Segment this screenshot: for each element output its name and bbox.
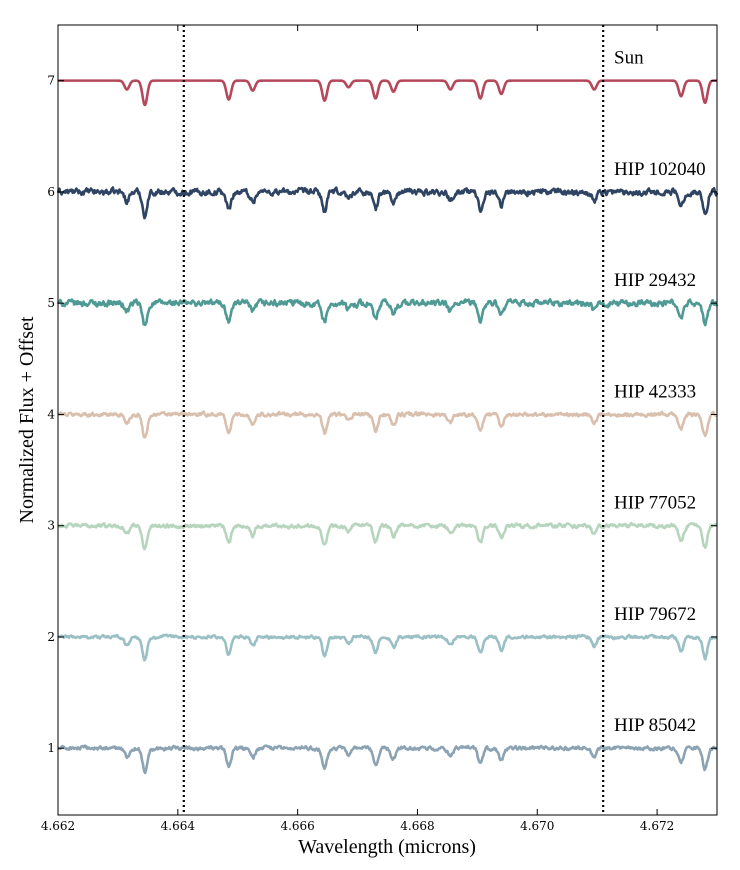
- y-tick-label: 5: [47, 296, 55, 310]
- y-axis-label: Normalized Flux + Offset: [16, 316, 38, 523]
- series-line-3: [56, 297, 719, 327]
- series-line-4: [57, 410, 718, 439]
- series-labels: Sun HIP 102040 HIP 29432 HIP 42333 HIP 77052…: [614, 48, 706, 737]
- y-tick-label: 2: [47, 630, 55, 644]
- x-tick-label: 4.662: [41, 819, 75, 833]
- y-tick-label: 7: [47, 74, 55, 88]
- series-label-4: HIP 42333: [614, 381, 696, 402]
- x-tick-label: 4.666: [280, 819, 314, 833]
- y-tick-label: 3: [47, 519, 55, 533]
- x-tick-label: 4.664: [161, 819, 196, 833]
- series-line-7: [57, 744, 718, 775]
- series-label-1: Sun: [614, 48, 644, 69]
- series-layer: [56, 79, 719, 775]
- series-line-6: [57, 633, 719, 662]
- y-tick-label: 1: [47, 741, 55, 755]
- series-label-6: HIP 79672: [614, 604, 696, 625]
- y-tick-label: 6: [47, 185, 55, 199]
- axis-ticks: 4.662 4.664 4.666 4.668 4.670 4.672 1 2 3 4 5 6 7: [41, 25, 717, 833]
- y-tick-label: 4: [47, 407, 55, 421]
- series-line-2: [56, 186, 719, 220]
- series-label-7: HIP 85042: [614, 715, 696, 736]
- x-tick-label: 4.672: [640, 819, 674, 833]
- reference-lines: [182, 25, 605, 815]
- series-line-5: [57, 521, 718, 551]
- x-tick-label: 4.668: [400, 819, 434, 833]
- series-label-5: HIP 77052: [614, 493, 696, 514]
- series-label-2: HIP 102040: [614, 159, 706, 180]
- x-tick-label: 4.670: [520, 819, 554, 833]
- series-label-3: HIP 29432: [614, 270, 696, 291]
- plot-frame: [57, 24, 718, 816]
- series-line-1: [57, 79, 718, 107]
- x-axis-label: Wavelength (microns): [298, 836, 476, 858]
